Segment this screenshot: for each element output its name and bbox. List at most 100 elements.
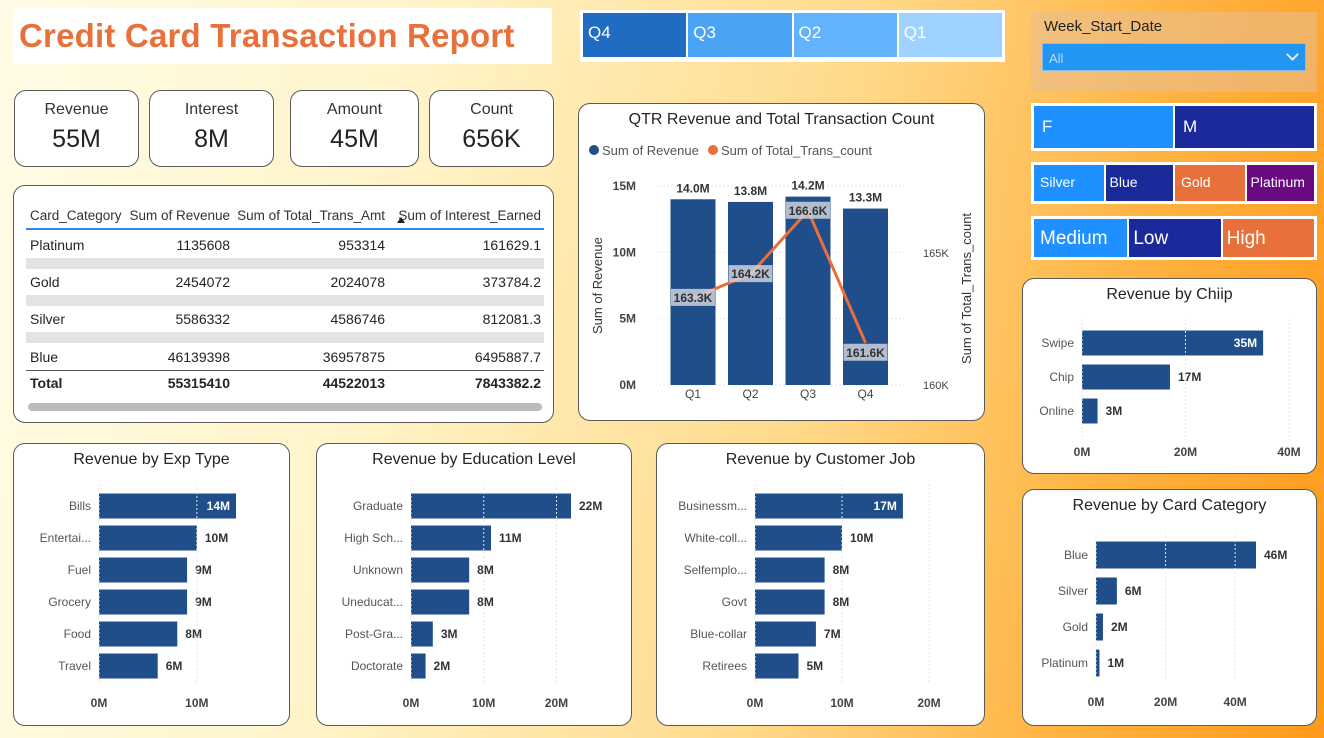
- data-label: 8M: [477, 563, 494, 577]
- quarter-slicer-q4[interactable]: Q4: [583, 13, 687, 57]
- data-label: 22M: [579, 499, 602, 513]
- table-total-cell: 55315410: [167, 375, 230, 391]
- chip-chart-title: Revenue by Chiip: [1106, 286, 1233, 303]
- table-header-revenue[interactable]: Sum of Revenue: [129, 208, 230, 223]
- y-tick-label: 0M: [619, 378, 636, 392]
- table-cell: 36957875: [322, 349, 385, 365]
- x-tick-label: 10M: [472, 696, 495, 710]
- line-label-bg: [728, 265, 773, 283]
- card-slicer-platinum[interactable]: Platinum: [1246, 165, 1314, 201]
- data-label: 46M: [1264, 548, 1287, 562]
- category-label: Travel: [58, 659, 91, 673]
- legend-revenue-marker: [589, 145, 599, 155]
- line-label-bg: [843, 343, 888, 361]
- x-tick-label: Q4: [857, 387, 873, 401]
- data-label: 17M: [1178, 370, 1201, 384]
- gender-slicer-f[interactable]: F: [1034, 106, 1173, 148]
- table-cell: 2454072: [175, 274, 230, 290]
- legend-count-label: Sum of Total_Trans_count: [721, 143, 872, 158]
- table-total-row: Total 55315410 44522013 7843382.2: [26, 370, 544, 396]
- line-data-label: 163.3K: [674, 291, 713, 305]
- table-header-interest[interactable]: Sum of Interest_Earned: [398, 208, 541, 223]
- data-label: 2M: [434, 659, 451, 673]
- bar: [785, 196, 831, 385]
- sort-asc-icon: [397, 217, 405, 223]
- bar: [755, 557, 825, 583]
- week-filter-dropdown[interactable]: All: [1042, 43, 1306, 71]
- bar: [411, 525, 491, 551]
- data-label: 10M: [850, 531, 873, 545]
- income-slicer-medium[interactable]: Medium: [1034, 219, 1128, 257]
- y2-axis-title: Sum of Total_Trans_count: [959, 213, 974, 364]
- table-cell: Silver: [30, 311, 66, 327]
- data-label: 13.8M: [734, 184, 767, 198]
- kpi-revenue-card: Revenue 55M: [14, 90, 139, 167]
- customer-job-chart: Businessm... 17M White-coll... 10M Selfemplo…: [678, 484, 941, 710]
- x-tick-label: 10M: [185, 696, 208, 710]
- table-row: Blue 46139398 36957875 6495887.7: [26, 349, 544, 375]
- income-slicer-low[interactable]: Low: [1129, 219, 1221, 257]
- table-cell: 5586332: [175, 311, 230, 327]
- table-row: Silver 5586332 4586746 812081.3: [26, 311, 544, 337]
- education-chart: Graduate 22M High Sch... 11M Unknown 8M Uneduc…: [342, 484, 602, 710]
- bar: [411, 557, 470, 583]
- data-label: 17M: [874, 499, 897, 513]
- table-cell: 161629.1: [482, 237, 541, 253]
- kpi-amount-value: 45M: [330, 125, 379, 153]
- card-category-chart-card: Revenue by Card Category Blue 46M Silver 6M…: [1022, 489, 1317, 726]
- category-label: Govt: [722, 595, 748, 609]
- table-cell: 2024078: [330, 274, 385, 290]
- table-cell: 4586746: [330, 311, 385, 327]
- bar: [1096, 649, 1100, 677]
- bar: [755, 525, 842, 551]
- data-label: 14M: [207, 499, 230, 513]
- x-tick-label: 0M: [1074, 445, 1091, 459]
- card-slicer-silver[interactable]: Silver: [1034, 165, 1104, 201]
- category-label: Graduate: [353, 499, 403, 513]
- x-tick-label: 0M: [91, 696, 108, 710]
- income-slicer-high[interactable]: High: [1222, 219, 1314, 257]
- data-label: 8M: [185, 627, 202, 641]
- data-label: 10M: [205, 531, 228, 545]
- y-tick-label: 5M: [619, 312, 636, 326]
- week-start-date-filter: Week_Start_Date All: [1031, 12, 1317, 92]
- table-cell: Gold: [30, 274, 60, 290]
- card-slicer-gold[interactable]: Gold: [1175, 165, 1245, 201]
- bar: [755, 589, 825, 615]
- table-cell: Platinum: [30, 237, 85, 253]
- data-label: 9M: [195, 563, 212, 577]
- x-tick-label: Q3: [800, 387, 816, 401]
- category-label: Doctorate: [351, 659, 403, 673]
- bar: [99, 557, 188, 583]
- table-header-card-category[interactable]: Card_Category: [30, 208, 122, 223]
- quarter-slicer: Q4 Q3 Q2 Q1: [580, 10, 1005, 62]
- category-label: Post-Gra...: [345, 627, 403, 641]
- category-label: Unknown: [353, 563, 403, 577]
- card-category-slicer: Silver Blue Gold Platinum: [1031, 162, 1317, 204]
- quarter-slicer-q3[interactable]: Q3: [688, 13, 792, 57]
- quarter-slicer-q1[interactable]: Q1: [898, 13, 1002, 57]
- x-tick-label: 40M: [1223, 695, 1246, 709]
- y-tick-label: 10M: [613, 245, 636, 259]
- gender-slicer-m[interactable]: M: [1175, 106, 1314, 148]
- line-label-bg: [671, 288, 715, 306]
- table-cell: 46139398: [167, 349, 230, 365]
- table-header: Card_Category Sum of Revenue Sum of Tota…: [26, 200, 544, 230]
- legend-revenue-label: Sum of Revenue: [602, 143, 699, 158]
- data-label: 13.3M: [849, 191, 882, 205]
- x-tick-label: Q2: [742, 387, 758, 401]
- bar: [99, 653, 158, 679]
- table-horizontal-scrollbar[interactable]: [28, 403, 542, 411]
- card-category-table: Card_Category Sum of Revenue Sum of Tota…: [13, 185, 554, 423]
- week-filter-value: All: [1049, 51, 1064, 66]
- card-slicer-blue[interactable]: Blue: [1105, 165, 1173, 201]
- bar: [1082, 364, 1170, 390]
- x-tick-label: 40M: [1277, 445, 1300, 459]
- category-label: Retirees: [702, 659, 747, 673]
- table-header-trans-amt[interactable]: Sum of Total_Trans_Amt: [237, 208, 385, 223]
- x-tick-label: 20M: [1154, 695, 1177, 709]
- category-label: Swipe: [1041, 336, 1074, 350]
- bar: [99, 621, 178, 647]
- income-group-slicer: Medium Low High: [1031, 216, 1317, 260]
- quarter-slicer-q2[interactable]: Q2: [793, 13, 897, 57]
